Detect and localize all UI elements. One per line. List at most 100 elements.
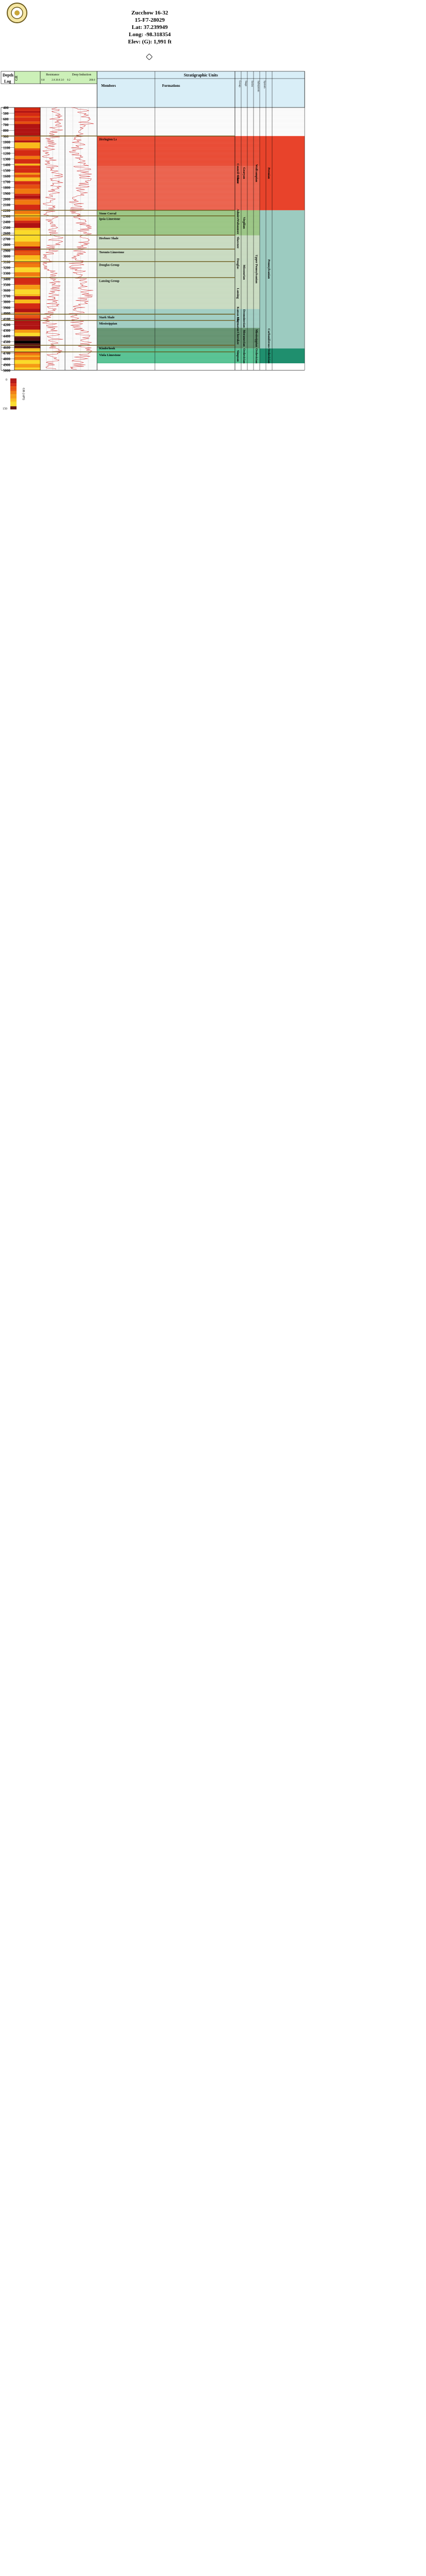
gr-color-band xyxy=(14,198,40,200)
strat-band xyxy=(97,348,260,364)
gr-color-band xyxy=(14,259,40,263)
formation-label: Lansing xyxy=(236,288,239,299)
gr-color-band xyxy=(14,220,40,223)
formation-label: Kansas City xyxy=(236,307,239,323)
depth-label: 4900 xyxy=(3,363,11,367)
member-label: Viola Limestone xyxy=(99,354,121,357)
depth-label: 1100 xyxy=(3,146,10,150)
gr-color-band xyxy=(14,296,40,298)
depth-label: 1400 xyxy=(3,163,11,167)
depth-label: 2200 xyxy=(3,209,11,213)
member-label: Lansing Group xyxy=(99,280,120,283)
gr-color-band xyxy=(14,132,40,137)
gr-color-band xyxy=(14,113,40,116)
depth-label: 1000 xyxy=(3,140,11,144)
series-label: Ordovician xyxy=(255,348,258,364)
legend-swatch xyxy=(10,406,17,408)
legend-swatch xyxy=(10,394,17,396)
depth-label: 3400 xyxy=(3,277,11,282)
series-label: Upper Pennsylvanian xyxy=(255,255,258,284)
gr-color-band xyxy=(14,177,40,179)
strat-band xyxy=(97,210,260,236)
legend-swatch xyxy=(10,391,17,393)
member-label: Toronto Limestone xyxy=(99,251,124,254)
rank-header-4: System xyxy=(263,81,265,88)
gr-color-band xyxy=(14,352,40,354)
depth-label: 4200 xyxy=(3,323,11,327)
gr-color-band xyxy=(14,179,40,181)
gr-color-band xyxy=(14,272,40,276)
well-elev: Elev: (G): 1,991 ft xyxy=(128,39,172,45)
gr-color-band xyxy=(14,107,40,111)
depth-label: 3200 xyxy=(3,266,11,270)
depth-label: 900 xyxy=(3,134,9,138)
gr-color-band xyxy=(14,140,40,143)
gr-header-box xyxy=(14,71,41,84)
gr-color-band xyxy=(14,336,40,337)
gr-color-band xyxy=(14,128,40,132)
depth-label: 4700 xyxy=(3,351,11,356)
legend-swatch xyxy=(10,378,17,380)
gr-color-band xyxy=(14,308,40,313)
legend-swatch xyxy=(10,405,17,407)
gr-color-band xyxy=(14,364,40,368)
gr-color-band xyxy=(14,174,40,178)
gr-color-band xyxy=(14,195,40,199)
series-label: Wolfcampian xyxy=(255,164,258,182)
rank-header-1: Stage xyxy=(244,81,247,87)
depth-label: 2800 xyxy=(3,243,11,247)
gr-color-band xyxy=(14,116,40,118)
gr-color-band xyxy=(14,250,40,253)
formation-label: Marmaton xyxy=(236,317,239,332)
system-label: Permian xyxy=(267,167,270,179)
gr-color-band xyxy=(14,341,40,344)
formation-label: Wabaunsee xyxy=(236,219,239,235)
legend-swatch xyxy=(10,383,17,385)
formation-label: Council Grove xyxy=(236,163,239,183)
depth-label: 4800 xyxy=(3,357,11,361)
gr-color-band xyxy=(14,111,40,113)
gr-color-band xyxy=(14,289,40,294)
legend-swatch xyxy=(10,386,17,388)
gr-color-band xyxy=(14,159,40,164)
gr-color-band xyxy=(14,350,40,352)
gr-color-band xyxy=(14,124,40,129)
depth-label: 1200 xyxy=(3,151,11,156)
legend-bottom-label: 150 xyxy=(3,407,7,410)
members-header: Members xyxy=(101,84,116,88)
gr-color-band xyxy=(14,181,40,185)
resistance-curve xyxy=(42,107,64,370)
resistance-label: Resistance xyxy=(46,73,59,76)
gr-color-band xyxy=(14,285,40,290)
gr-color-band xyxy=(14,299,40,304)
induction-curve xyxy=(68,107,94,370)
stage-label: Gearyan xyxy=(242,167,245,179)
logo xyxy=(7,3,27,23)
series-label: Mississippian xyxy=(255,329,258,347)
depth-column-label: Depth xyxy=(3,73,13,78)
depth-label: 400 xyxy=(3,106,9,110)
gr-color-band xyxy=(14,163,40,166)
gr-color-band xyxy=(14,255,40,260)
strat-units-title: Stratigraphic Units xyxy=(184,73,218,78)
gr-color-band xyxy=(14,298,40,300)
formation-label: Shawnee xyxy=(236,237,239,249)
gr-color-band xyxy=(14,205,40,211)
legend-swatch xyxy=(10,402,17,404)
legend-swatch xyxy=(10,389,17,391)
gr-color-band xyxy=(14,184,40,189)
member-label: Stark Shale xyxy=(99,316,115,319)
gr-column-label: GR xyxy=(14,75,19,81)
depth-label: 4000 xyxy=(3,312,11,316)
depth-label: 2300 xyxy=(3,214,11,219)
depth-label: 4500 xyxy=(3,340,11,344)
gr-color-band xyxy=(14,353,40,356)
gr-color-band xyxy=(14,316,40,319)
system-label: Carboniferous xyxy=(267,329,270,348)
strat-band xyxy=(97,166,260,210)
gr-color-band xyxy=(14,276,40,278)
legend-swatch xyxy=(10,400,17,402)
gr-color-band xyxy=(14,329,40,333)
gr-color-band xyxy=(14,121,40,125)
gr-color-band xyxy=(14,294,40,297)
